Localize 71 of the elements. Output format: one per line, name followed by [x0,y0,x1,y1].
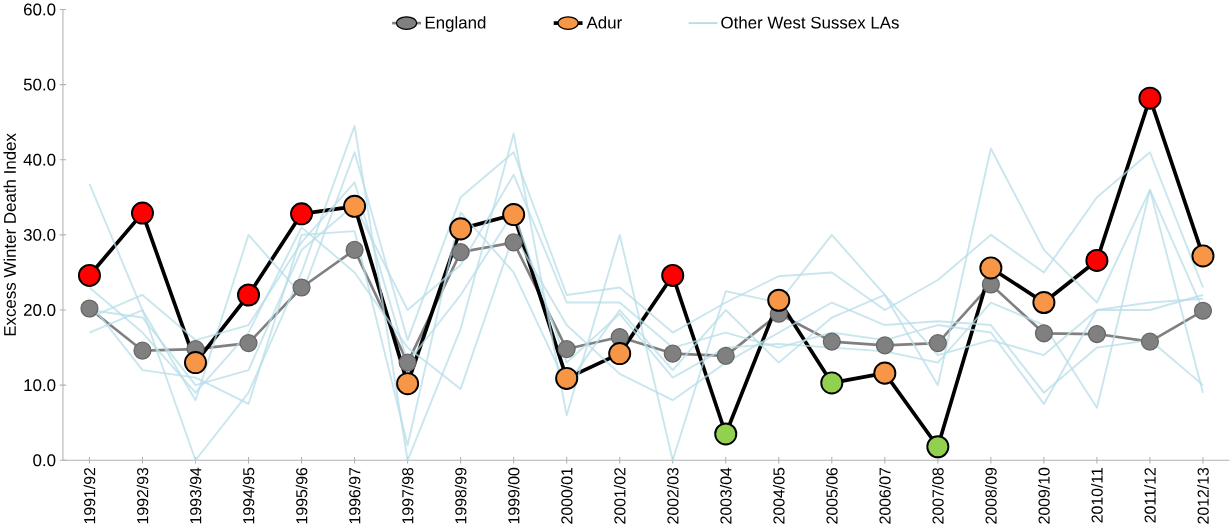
point [663,344,682,363]
point [555,366,579,390]
point [873,361,897,385]
legend-label: Other West Sussex LAs [721,16,899,29]
point [875,336,894,355]
point [1138,86,1162,110]
point [608,342,632,366]
x-tick-label: 1995/96 [295,467,308,524]
y-axis-title: Excess Winter Death Index [3,133,16,336]
point [1087,325,1107,344]
point [504,233,523,252]
point [661,263,685,287]
point [928,334,947,353]
x-tick-label: 2002/03 [666,467,679,524]
y-tick-label: 30.0 [23,228,56,241]
x-tick-label: 2001/02 [613,468,626,524]
x-tick-label: 2011/12 [1144,468,1156,523]
x-tick-label: 1998/99 [454,467,467,524]
x-tick-label: 1994/95 [242,467,255,524]
x-tick-label: 2000/01 [560,468,573,524]
point [77,263,101,287]
point [1034,324,1053,343]
point [398,353,417,372]
point [502,203,526,227]
x-tick-label: 2008/09 [985,467,997,524]
point [345,240,364,260]
x-tick-label: 2004/05 [772,467,785,524]
point [290,202,314,226]
x-tick-label: 1997/98 [401,467,414,524]
point [1032,291,1056,315]
point [557,340,576,359]
point [716,346,735,365]
x-tick-label: 1992/93 [136,467,149,524]
y-tick-label: 10.0 [24,379,56,392]
point [239,334,258,353]
point [820,371,844,395]
x-tick-label: 2010/11 [1091,467,1103,523]
point [184,351,208,375]
point [1140,332,1160,351]
x-tick-label: 1993/94 [189,467,202,524]
point [396,372,420,396]
x-tick-label: 2009/10 [1038,467,1050,524]
y-tick-label: 0.0 [33,454,56,467]
x-tick-label: 2003/04 [719,467,732,524]
x-tick-label: 2012/13 [1197,467,1209,524]
x-tick-label: 2005/06 [825,467,838,524]
point [449,217,473,241]
x-tick-label: 1996/97 [348,468,361,524]
point [979,256,1003,280]
x-tick-label: 1999/00 [507,467,520,524]
point [292,278,311,297]
point [343,194,367,218]
y-tick-label: 40.0 [23,153,56,166]
point [451,243,470,262]
y-tick-label: 50.0 [23,78,56,91]
point [822,332,841,351]
x-tick-label: 2006/07 [879,468,891,524]
point [926,435,950,459]
point [133,341,152,360]
x-tick-label: 2007/08 [932,467,944,524]
point [767,288,791,312]
point [714,422,738,446]
legend-label: Adur [586,16,622,29]
y-tick-label: 60.0 [24,3,56,16]
point [237,283,261,307]
point [1085,248,1109,272]
point [80,299,99,318]
x-tick-label: 1991/92 [83,468,96,524]
y-tick-label: 20.0 [24,304,56,317]
point [130,201,154,225]
legend-label: England [425,16,486,32]
